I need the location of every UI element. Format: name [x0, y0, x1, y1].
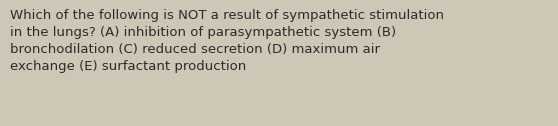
Text: Which of the following is NOT a result of sympathetic stimulation
in the lungs? : Which of the following is NOT a result o…: [10, 9, 444, 73]
